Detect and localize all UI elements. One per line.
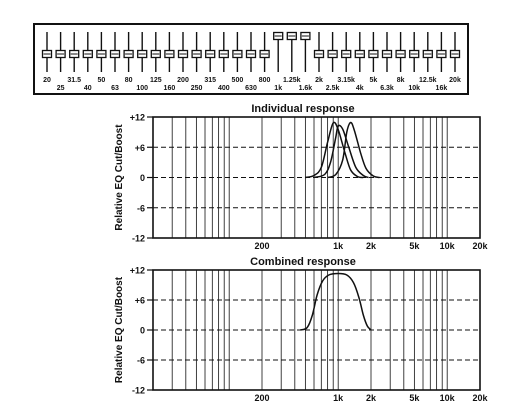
eq-band: 3.15k — [337, 32, 355, 84]
chart-title: Combined response — [250, 256, 356, 268]
band-frequency-label: 1.6k — [299, 85, 313, 92]
band-frequency-label: 6.3k — [380, 85, 394, 92]
x-tick-label: 5k — [409, 241, 420, 251]
band-frequency-label: 1.25k — [283, 77, 301, 84]
eq-band: 50 — [96, 32, 107, 84]
y-tick-label: -12 — [132, 386, 145, 396]
eq-band: 10k — [408, 32, 420, 92]
band-frequency-label: 200 — [177, 77, 189, 84]
x-tick-label: 200 — [254, 241, 269, 251]
eq-band: 630 — [245, 32, 257, 92]
eq-band: 1.6k — [299, 31, 313, 92]
eq-band: 6.3k — [380, 32, 394, 92]
band-frequency-label: 8k — [397, 77, 405, 84]
response-curve-2 — [313, 124, 369, 179]
band-frequency-label: 5k — [370, 77, 378, 84]
y-axis-label: Relative EQ Cut/Boost — [114, 124, 125, 231]
eq-band: 25 — [55, 32, 66, 92]
band-frequency-label: 400 — [218, 85, 230, 92]
x-tick-label: 5k — [409, 393, 420, 403]
band-frequency-label: 12.5k — [419, 77, 437, 84]
eq-band: 125 — [150, 32, 162, 84]
band-frequency-label: 500 — [232, 77, 244, 84]
equalizer-frame — [33, 23, 469, 95]
x-tick-label: 10k — [440, 241, 456, 251]
band-frequency-label: 250 — [191, 85, 203, 92]
eq-band: 12.5k — [419, 32, 437, 84]
y-tick-label: -6 — [137, 203, 145, 213]
eq-band: 160 — [164, 32, 176, 92]
band-frequency-label: 100 — [136, 85, 148, 92]
x-tick-label: 2k — [366, 393, 377, 403]
band-frequency-label: 125 — [150, 77, 162, 84]
x-tick-label: 20k — [472, 393, 488, 403]
band-frequency-label: 630 — [245, 85, 257, 92]
eq-band: 1k — [273, 31, 284, 92]
response-curve-1 — [305, 121, 364, 179]
band-frequency-label: 31.5 — [67, 77, 81, 84]
eq-band: 20 — [41, 32, 53, 84]
y-tick-label: +12 — [130, 266, 145, 276]
eq-band: 5k — [368, 32, 379, 84]
y-axis-label: Relative EQ Cut/Boost — [114, 276, 125, 383]
band-frequency-label: 2.5k — [326, 85, 340, 92]
eq-band: 200 — [177, 32, 189, 84]
y-tick-label: +12 — [130, 113, 145, 123]
y-tick-label: +6 — [135, 143, 145, 153]
eq-band: 2.5k — [326, 32, 340, 92]
band-frequency-label: 80 — [125, 77, 133, 84]
eq-band: 8k — [395, 32, 406, 84]
eq-band: 20k — [449, 32, 461, 84]
individual-response-chart: Individual response +12 +6 0 -6 -12 200 1k 2k 5k 1… — [114, 103, 488, 251]
eq-band: 400 — [218, 32, 230, 92]
x-tick-label: 1k — [333, 393, 344, 403]
y-tick-label: -12 — [132, 234, 145, 244]
band-frequency-label: 10k — [408, 85, 420, 92]
x-tick-label: 10k — [440, 393, 456, 403]
x-tick-label: 2k — [366, 241, 377, 251]
band-frequency-label: 4k — [356, 85, 364, 92]
band-frequency-label: 63 — [111, 85, 119, 92]
band-frequency-label: 50 — [98, 77, 106, 84]
x-tick-label: 20k — [472, 241, 488, 251]
band-frequency-label: 20k — [449, 77, 461, 84]
y-tick-label: 0 — [140, 173, 145, 183]
band-frequency-label: 1k — [274, 85, 282, 92]
chart-title: Individual response — [251, 103, 354, 115]
band-frequency-label: 16k — [436, 85, 448, 92]
eq-band: 250 — [191, 32, 203, 92]
y-tick-label: 0 — [140, 326, 145, 336]
band-frequency-label: 40 — [84, 85, 92, 92]
eq-band: 1.25k — [283, 31, 301, 84]
eq-band: 63 — [109, 32, 121, 92]
eq-band: 31.5 — [67, 32, 81, 84]
eq-band: 4k — [354, 32, 365, 92]
band-frequency-label: 20 — [43, 77, 51, 84]
eq-band: 500 — [232, 32, 244, 84]
band-frequency-label: 800 — [259, 77, 271, 84]
eq-band: 80 — [123, 32, 134, 84]
response-curve-3 — [327, 121, 380, 179]
eq-band: 315 — [204, 32, 216, 84]
combined-response-chart: Combined response +12 +6 0 -6 -12 200 1k 2k 5k 10k… — [114, 256, 488, 403]
band-frequency-label: 25 — [57, 85, 65, 92]
response-curve-1 — [300, 272, 372, 331]
y-tick-label: -6 — [137, 356, 145, 366]
eq-band: 2k — [313, 32, 325, 84]
eq-band: 800 — [259, 32, 271, 84]
band-frequency-label: 2k — [315, 77, 323, 84]
x-tick-label: 1k — [333, 241, 344, 251]
eq-band: 16k — [436, 32, 448, 92]
band-frequency-label: 315 — [204, 77, 216, 84]
band-frequency-label: 3.15k — [337, 77, 355, 84]
band-frequency-label: 160 — [164, 85, 176, 92]
y-tick-label: +6 — [135, 296, 145, 306]
eq-band: 40 — [82, 32, 93, 92]
x-tick-label: 200 — [254, 393, 269, 403]
eq-band: 100 — [136, 32, 148, 92]
